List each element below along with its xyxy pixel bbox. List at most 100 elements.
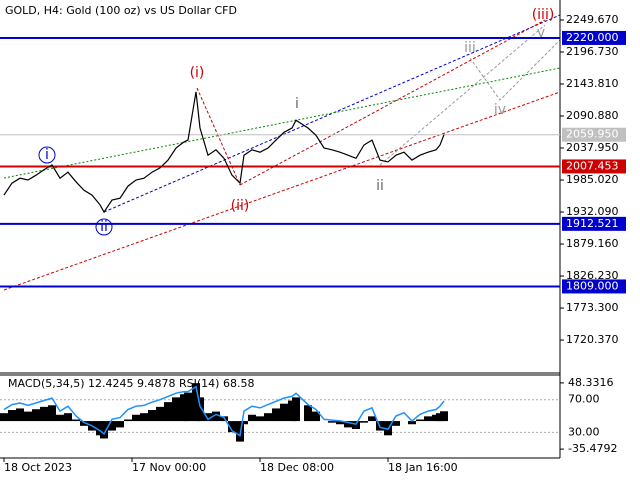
macd-bar [292, 397, 300, 422]
level-label-box [562, 127, 626, 142]
macd-tick-label: 48.3316 [568, 376, 614, 389]
macd-bar [56, 414, 64, 422]
macd-bar [184, 392, 192, 422]
macd-bar [172, 397, 180, 422]
y-tick-label: 2037.950 [566, 141, 619, 154]
macd-bar [312, 411, 320, 422]
trend-line [103, 14, 561, 213]
wave-label: (iii) [532, 7, 555, 23]
y-tick-label: 1720.370 [566, 333, 619, 346]
trend-line [3, 91, 561, 291]
wave-circle [38, 146, 56, 164]
macd-bar [204, 413, 212, 422]
macd-bar [80, 421, 88, 426]
macd-bar [8, 410, 16, 422]
chart-title: GOLD, H4: Gold (100 oz) vs US Dollar CFD [5, 4, 237, 17]
y-tick-label: 1879.160 [566, 237, 619, 250]
level-label: 2059.950 [566, 128, 619, 141]
x-tick-label: 18 Oct 2023 [4, 461, 72, 474]
macd-bar [116, 421, 124, 428]
level-label-box [562, 216, 626, 231]
macd-tick-label: -35.4792 [568, 442, 617, 455]
wave-label: ii [376, 178, 384, 194]
macd-bar [140, 413, 148, 422]
indicator-title: MACD(5,34,5) 12.4245 9.4878 RSI(14) 68.5… [8, 377, 254, 390]
macd-bar [164, 402, 172, 422]
macd-bar [440, 411, 448, 422]
y-tick-label: 2249.670 [566, 13, 619, 26]
wave-label: (i) [190, 65, 205, 81]
macd-bar [352, 421, 360, 429]
level-label: 2007.453 [566, 159, 619, 172]
rsi-tick-label: 70.00 [568, 393, 600, 406]
x-tick-label: 17 Nov 00:00 [132, 461, 206, 474]
macd-bar [24, 411, 32, 422]
macd-bar [40, 406, 48, 422]
price-line [3, 91, 445, 214]
macd-bar [360, 421, 368, 423]
macd-bar [424, 416, 432, 422]
macd-bar [264, 413, 272, 422]
macd-bar [32, 409, 40, 422]
wave-label: i [45, 147, 49, 163]
wave-label: i [295, 96, 299, 112]
wave-label: iii [464, 40, 476, 56]
trend-line [239, 19, 546, 186]
macd-bar [72, 419, 80, 422]
y-tick-label: 2196.730 [566, 45, 619, 58]
macd-bar [132, 414, 140, 422]
wave-label: ii [100, 219, 108, 235]
wave-circle [95, 218, 113, 236]
level-label-box [562, 159, 626, 174]
level-label: 2220.000 [566, 31, 619, 44]
wave-label: iv [494, 102, 506, 118]
macd-bar [416, 419, 424, 422]
macd-bar [0, 413, 8, 422]
macd-bar [408, 421, 416, 425]
macd-bar [148, 410, 156, 422]
macd-bar [16, 408, 24, 422]
macd-bar [240, 421, 248, 425]
rsi-line [3, 385, 445, 437]
rsi-tick-label: 30.00 [568, 425, 600, 438]
macd-bar [272, 408, 280, 422]
macd-bar [108, 421, 116, 431]
macd-bar [124, 419, 132, 422]
macd-bar [328, 421, 336, 423]
level-label: 1809.000 [566, 279, 619, 292]
wave-label: v [537, 25, 545, 41]
macd-bar [304, 405, 312, 422]
macd-bar [368, 416, 376, 422]
trend-line [379, 24, 546, 166]
macd-bar [228, 421, 236, 433]
macd-bar [256, 416, 264, 422]
y-tick-label: 2090.880 [566, 109, 619, 122]
trend-line [3, 67, 561, 179]
macd-bar [336, 421, 344, 425]
y-tick-label: 1985.020 [566, 173, 619, 186]
level-label: 1912.521 [566, 217, 619, 230]
macd-bar [248, 414, 256, 422]
macd-bar [156, 406, 164, 422]
y-tick-label: 1932.090 [566, 205, 619, 218]
level-label-box [562, 279, 626, 294]
macd-bar [392, 421, 400, 426]
macd-bar [100, 421, 108, 439]
trend-lines [3, 14, 561, 291]
macd-bar [48, 405, 56, 422]
macd-bar [344, 421, 352, 428]
macd-bar [64, 413, 72, 422]
y-tick-label: 2143.810 [566, 77, 619, 90]
x-tick-label: 18 Jan 16:00 [388, 461, 458, 474]
wave-projection [469, 39, 561, 101]
level-label-box [562, 30, 626, 45]
wave-link [196, 87, 241, 186]
macd-bar [280, 403, 288, 422]
macd-bar [196, 397, 204, 422]
macd-bar [212, 411, 220, 422]
wave-label: (ii) [231, 198, 250, 214]
x-tick-label: 18 Dec 08:00 [260, 461, 334, 474]
y-tick-label: 1773.300 [566, 301, 619, 314]
